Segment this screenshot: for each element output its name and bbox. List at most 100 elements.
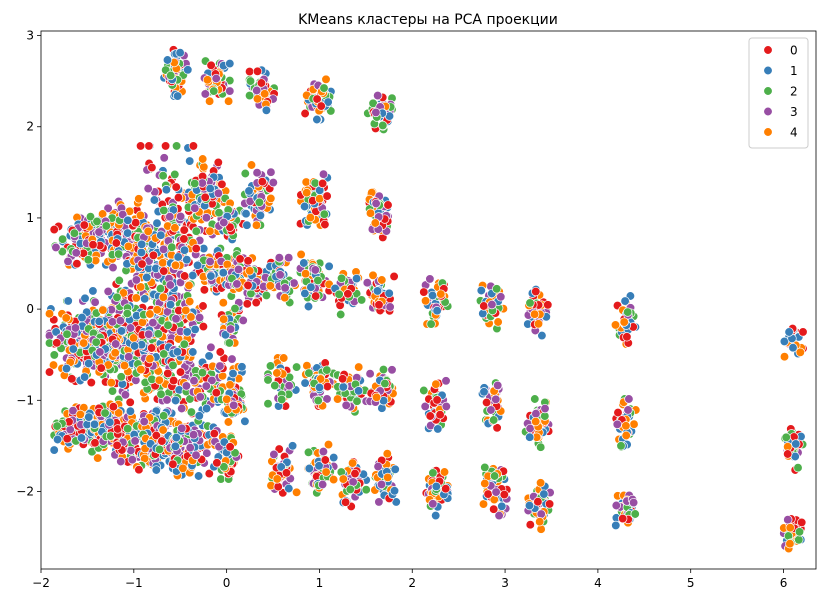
scatter-point [284, 483, 294, 494]
scatter-point [91, 337, 101, 347]
scatter-point [128, 333, 139, 343]
scatter-point [125, 397, 135, 407]
scatter-point [100, 408, 110, 418]
scatter-point [158, 292, 169, 302]
scatter-point [181, 381, 192, 391]
scatter-point [533, 319, 544, 329]
plot-frame [40, 30, 817, 570]
scatter-point [426, 319, 436, 329]
scatter-point [377, 275, 387, 285]
scatter-point [611, 520, 621, 531]
scatter-point [148, 250, 159, 260]
scatter-point [314, 461, 324, 471]
scatter-point [478, 499, 489, 509]
scatter-point [158, 244, 169, 254]
scatter-point [200, 192, 210, 202]
scatter-point [621, 421, 631, 431]
scatter-point [306, 282, 316, 292]
scatter-point [140, 294, 150, 304]
scatter-point [200, 89, 210, 99]
scatter-point [610, 320, 621, 330]
scatter-point [385, 302, 395, 312]
scatter-point [338, 474, 348, 484]
scatter-point [207, 375, 217, 386]
scatter-point [49, 350, 59, 360]
scatter-point [320, 219, 330, 230]
scatter-point [265, 281, 275, 291]
scatter-point [136, 364, 146, 375]
scatter-point [225, 380, 235, 390]
scatter-point [205, 226, 215, 236]
scatter-point [300, 108, 310, 119]
scatter-point [199, 285, 210, 295]
scatter-point [72, 259, 82, 269]
scatter-point [92, 216, 102, 227]
y-tick-label: 0 [26, 302, 34, 316]
scatter-point [291, 487, 302, 497]
scatter-point [378, 364, 389, 375]
scatter-point [318, 446, 329, 457]
scatter-point [371, 107, 381, 118]
scatter-point [49, 224, 59, 235]
scatter-point [225, 442, 235, 452]
scatter-point [428, 468, 438, 478]
scatter-point [168, 360, 178, 370]
x-tick-label: 2 [408, 576, 416, 590]
scatter-point [783, 449, 793, 459]
scatter-point [387, 365, 397, 375]
scatter-point [265, 361, 276, 371]
scatter-point [149, 195, 160, 205]
scatter-point [86, 377, 96, 388]
scatter-point [419, 385, 429, 396]
scatter-point [612, 419, 622, 429]
legend: 0 1 2 3 4 [748, 37, 809, 149]
scatter-point [232, 279, 242, 289]
scatter-point [261, 290, 272, 301]
scatter-point [311, 291, 321, 301]
scatter-point [124, 352, 134, 362]
points-layer [44, 45, 808, 554]
scatter-point [123, 424, 133, 434]
scatter-point [543, 300, 553, 310]
scatter-point [197, 368, 208, 378]
scatter-point [480, 462, 490, 473]
scatter-point [49, 445, 59, 455]
scatter-point [195, 392, 205, 402]
scatter-point [350, 468, 360, 479]
scatter-point [152, 218, 162, 228]
scatter-point [163, 320, 173, 330]
scatter-point [337, 374, 348, 384]
scatter-point [152, 305, 162, 315]
scatter-point [103, 203, 113, 213]
scatter-point [257, 177, 267, 187]
x-tick-label: −2 [32, 576, 50, 590]
scatter-point [270, 380, 280, 391]
scatter-point [321, 467, 331, 477]
scatter-point [784, 327, 794, 337]
scatter-point [213, 188, 224, 198]
scatter-point [489, 504, 499, 514]
scatter-point [390, 464, 400, 474]
scatter-point [432, 306, 442, 316]
scatter-point [347, 458, 358, 468]
scatter-point [159, 205, 169, 216]
scatter-point [201, 381, 211, 391]
scatter-point [322, 381, 333, 392]
scatter-point [215, 347, 225, 357]
scatter-point [165, 280, 175, 290]
scatter-point [222, 259, 232, 270]
scatter-point [489, 415, 499, 425]
scatter-point [275, 270, 285, 280]
scatter-point [165, 212, 175, 222]
legend-marker-1 [763, 65, 773, 76]
scatter-point [439, 467, 450, 477]
scatter-point [44, 367, 55, 377]
scatter-point [201, 213, 212, 223]
scatter-point [419, 287, 429, 297]
scatter-point [544, 499, 555, 509]
scatter-point [142, 272, 152, 283]
scatter-point [310, 265, 320, 275]
scatter-point [618, 513, 628, 524]
scatter-point [177, 423, 187, 433]
scatter-point [362, 278, 372, 288]
